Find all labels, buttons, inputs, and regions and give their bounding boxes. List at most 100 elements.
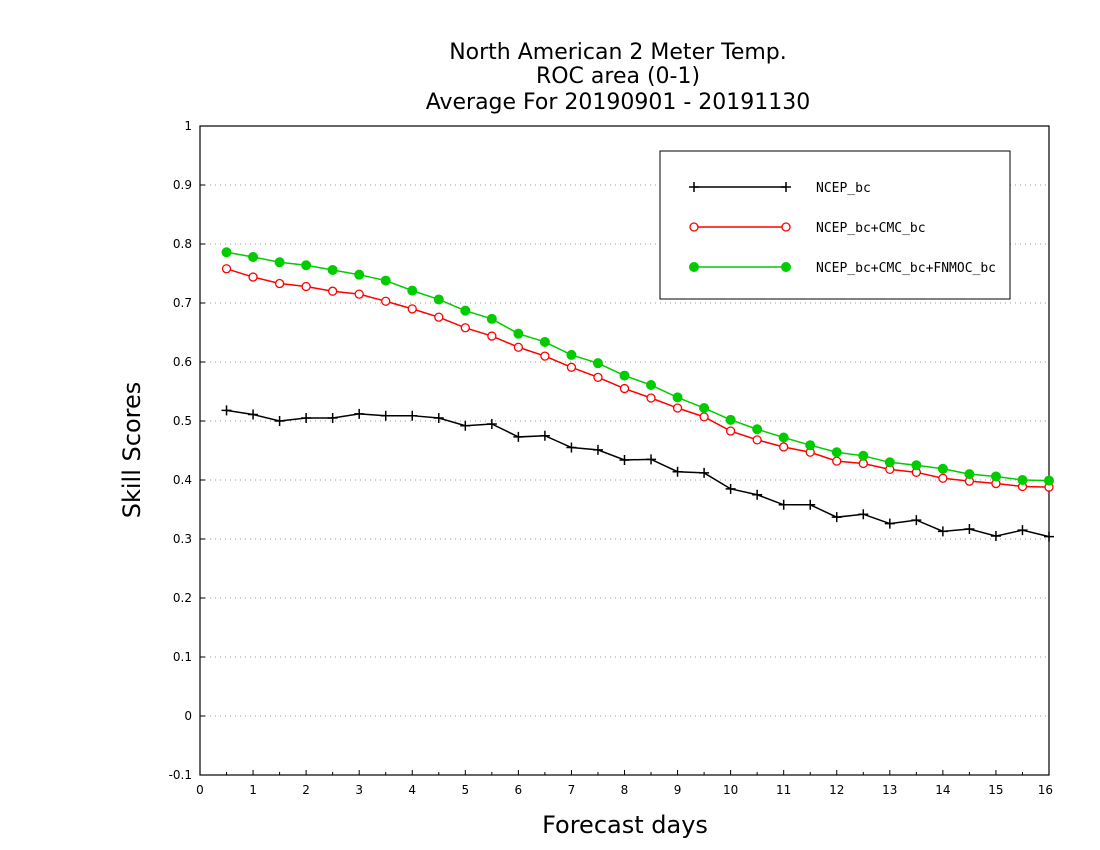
data-point (381, 296, 391, 306)
data-point (990, 531, 1001, 542)
legend-label: NCEP_bc+CMC_bc+FNMOC_bc (816, 261, 996, 276)
data-point (858, 450, 869, 461)
data-point (725, 483, 736, 494)
data-point (858, 509, 869, 520)
x-tick-label: 2 (302, 783, 310, 797)
x-tick-label: 12 (829, 783, 844, 797)
legend-swatch-marker (781, 222, 791, 232)
data-point (779, 442, 789, 452)
legend-item-2: NCEP_bc+CMC_bc (689, 221, 926, 236)
data-point (248, 409, 259, 420)
data-point (672, 403, 683, 413)
data-point (699, 403, 710, 414)
data-point (380, 275, 391, 286)
y-tick-label: 0.1 (173, 650, 192, 664)
data-point (646, 393, 656, 403)
x-tick-label: 4 (408, 783, 416, 797)
data-point (434, 312, 444, 322)
chart-title-line-3: Average For 20190901 - 20191130 (426, 90, 811, 115)
data-point (301, 281, 311, 292)
x-tick-label: 0 (196, 783, 204, 797)
data-point (1017, 475, 1028, 485)
data-point (328, 286, 338, 296)
data-point (486, 418, 497, 429)
data-point (672, 392, 683, 403)
legend: NCEP_bc NCEP_bc+CMC_bc NCEP_bc+CMC_bc+FNMO… (659, 150, 1011, 300)
data-point (672, 466, 683, 477)
data-point (301, 260, 312, 271)
data-point (593, 372, 603, 382)
data-point (460, 323, 470, 333)
chart-title: North American 2 Meter Temp. ROC area (0… (426, 40, 811, 115)
y-tick-label: 0.5 (173, 414, 192, 428)
data-point (592, 358, 603, 369)
series-line (226, 268, 1050, 488)
y-tick-label: 1 (184, 119, 192, 133)
data-point (248, 272, 258, 282)
y-tick-label: 0.4 (173, 473, 192, 487)
legend-label: NCEP_bc+CMC_bc (816, 221, 926, 236)
data-point (1044, 531, 1054, 542)
legend-swatch-marker (689, 222, 699, 232)
y-tick-label: 0.8 (173, 237, 192, 251)
y-tick-label: 0.3 (173, 532, 192, 546)
data-point (407, 410, 418, 421)
legend-swatch-marker (781, 182, 791, 192)
data-point (221, 405, 232, 416)
series-3 (221, 247, 1054, 486)
data-point (354, 289, 364, 299)
data-point (752, 424, 763, 435)
x-tick-label: 1 (249, 783, 257, 797)
y-tick-label: 0 (184, 709, 192, 723)
data-point (487, 331, 497, 341)
data-point (566, 442, 577, 453)
x-tick-label: 14 (935, 783, 950, 797)
data-point (831, 512, 842, 523)
data-point (805, 440, 816, 451)
data-point (301, 413, 312, 424)
data-point (911, 460, 922, 471)
data-point (778, 499, 789, 510)
data-point (566, 362, 577, 372)
data-point (646, 380, 657, 391)
data-point (540, 351, 550, 361)
data-point (513, 328, 524, 339)
x-tick-label: 7 (568, 783, 576, 797)
data-point (274, 278, 285, 289)
data-point (752, 435, 762, 445)
data-point (619, 383, 630, 394)
data-point (937, 526, 948, 537)
data-point (460, 305, 471, 316)
data-point (486, 313, 497, 324)
x-tick-label: 6 (515, 783, 523, 797)
y-tick-label: 0.7 (173, 296, 192, 310)
data-point (327, 413, 338, 424)
data-point (1017, 525, 1028, 536)
data-point (513, 342, 524, 352)
data-point (407, 304, 417, 314)
data-point (646, 454, 657, 465)
data-point (699, 412, 709, 422)
x-axis-title: Forecast days (542, 811, 708, 839)
data-point (354, 408, 365, 419)
data-point (566, 349, 577, 360)
data-point (354, 269, 365, 280)
data-point (699, 467, 710, 478)
data-point (539, 336, 550, 347)
x-tick-label: 9 (674, 783, 682, 797)
data-point (964, 469, 975, 480)
data-point (938, 473, 948, 483)
data-point (832, 456, 842, 466)
chart-title-line-1: North American 2 Meter Temp. (449, 40, 787, 65)
x-tick-label: 5 (461, 783, 469, 797)
data-point (433, 294, 444, 305)
legend-swatch-marker (781, 262, 791, 272)
data-point (937, 463, 948, 474)
data-point (327, 264, 338, 275)
data-point (725, 426, 736, 436)
y-axis-title: Skill Scores (118, 382, 146, 519)
legend-label: NCEP_bc (816, 181, 871, 196)
data-point (380, 410, 391, 421)
chart-title-line-2: ROC area (0-1) (536, 64, 700, 89)
